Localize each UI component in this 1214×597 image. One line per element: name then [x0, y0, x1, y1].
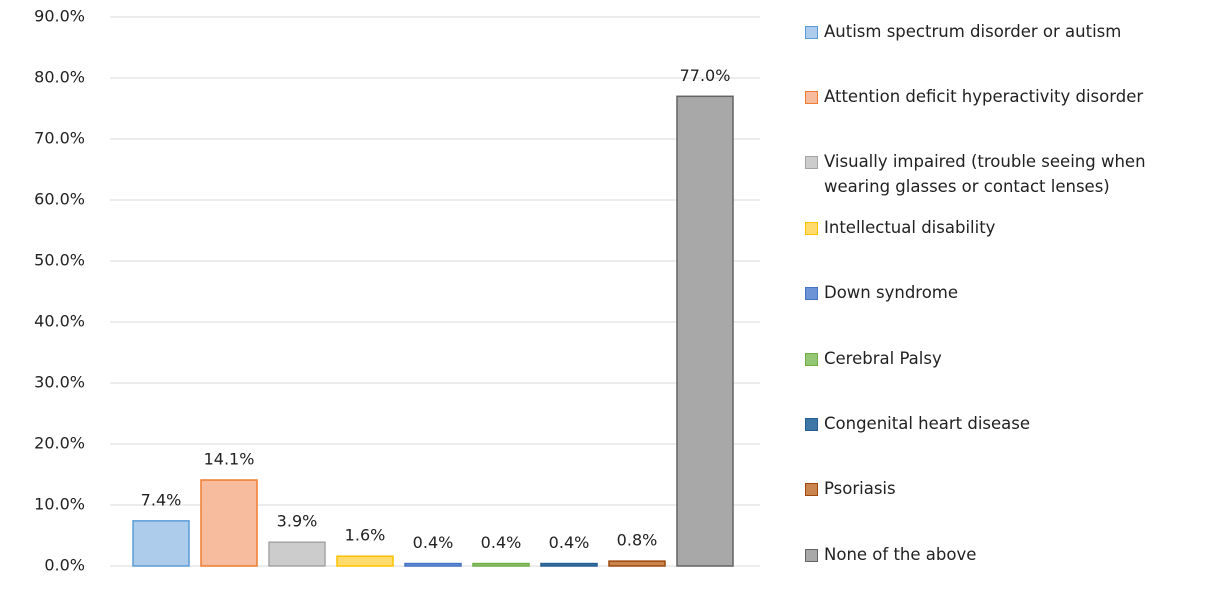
legend-swatch — [805, 287, 818, 301]
legend-swatch — [805, 90, 818, 104]
y-tick-label: 0.0% — [44, 556, 85, 575]
data-label: 0.4% — [549, 533, 590, 552]
y-tick-label: 80.0% — [34, 68, 85, 87]
legend-item: Congenital heart disease — [805, 411, 1195, 436]
y-tick-label: 60.0% — [34, 190, 85, 209]
legend-item: Cerebral Palsy — [805, 346, 1195, 371]
bar — [268, 541, 326, 567]
legend-label: Cerebral Palsy — [824, 348, 942, 368]
data-label: 1.6% — [345, 526, 386, 545]
bar — [472, 562, 530, 567]
legend-swatch — [805, 221, 818, 235]
legend-item: Down syndrome — [805, 280, 1195, 305]
bar — [132, 520, 190, 567]
legend-item: None of the above — [805, 542, 1195, 567]
legend-item: Attention deficit hyperactivity disorder — [805, 84, 1195, 109]
y-tick-label: 90.0% — [34, 7, 85, 26]
legend-label: Visually impaired (trouble seeing when w… — [824, 152, 1146, 197]
legend-item: Psoriasis — [805, 476, 1195, 501]
legend-label: Attention deficit hyperactivity disorder — [824, 86, 1144, 106]
bar — [336, 555, 394, 567]
legend-swatch — [805, 417, 818, 431]
legend-item: Autism spectrum disorder or autism — [805, 19, 1195, 44]
legend-label: Psoriasis — [824, 479, 896, 499]
data-label: 77.0% — [680, 66, 731, 85]
legend-swatch — [805, 156, 818, 170]
y-tick-label: 10.0% — [34, 495, 85, 514]
data-label: 0.4% — [413, 533, 454, 552]
bar — [540, 562, 598, 567]
legend-label: None of the above — [824, 544, 977, 564]
y-tick-label: 40.0% — [34, 312, 85, 331]
y-tick-label: 20.0% — [34, 434, 85, 453]
y-tick-label: 30.0% — [34, 373, 85, 392]
bar — [608, 560, 666, 567]
y-tick-label: 50.0% — [34, 251, 85, 270]
legend-swatch — [805, 483, 818, 497]
y-tick-label: 70.0% — [34, 129, 85, 148]
data-label: 0.4% — [481, 533, 522, 552]
bar — [404, 562, 462, 567]
legend-label: Autism spectrum disorder or autism — [824, 21, 1122, 41]
data-label: 3.9% — [277, 512, 318, 531]
legend-label: Congenital heart disease — [824, 413, 1031, 433]
legend-swatch — [805, 548, 818, 562]
bar — [676, 95, 734, 567]
legend-label: Down syndrome — [824, 283, 959, 303]
data-label: 14.1% — [204, 449, 255, 468]
legend-item: Visually impaired (trouble seeing when w… — [805, 149, 1195, 199]
data-label: 7.4% — [141, 490, 182, 509]
legend-label: Intellectual disability — [824, 217, 996, 237]
legend-swatch — [805, 352, 818, 366]
plot: 0.0% 10.0% 20.0% 30.0% 40.0% 50.0% 60.0% 70.0% 8… — [34, 7, 760, 575]
bar — [200, 479, 258, 567]
legend-item: Intellectual disability — [805, 215, 1195, 240]
legend-swatch — [805, 25, 818, 39]
data-label: 0.8% — [617, 531, 658, 550]
